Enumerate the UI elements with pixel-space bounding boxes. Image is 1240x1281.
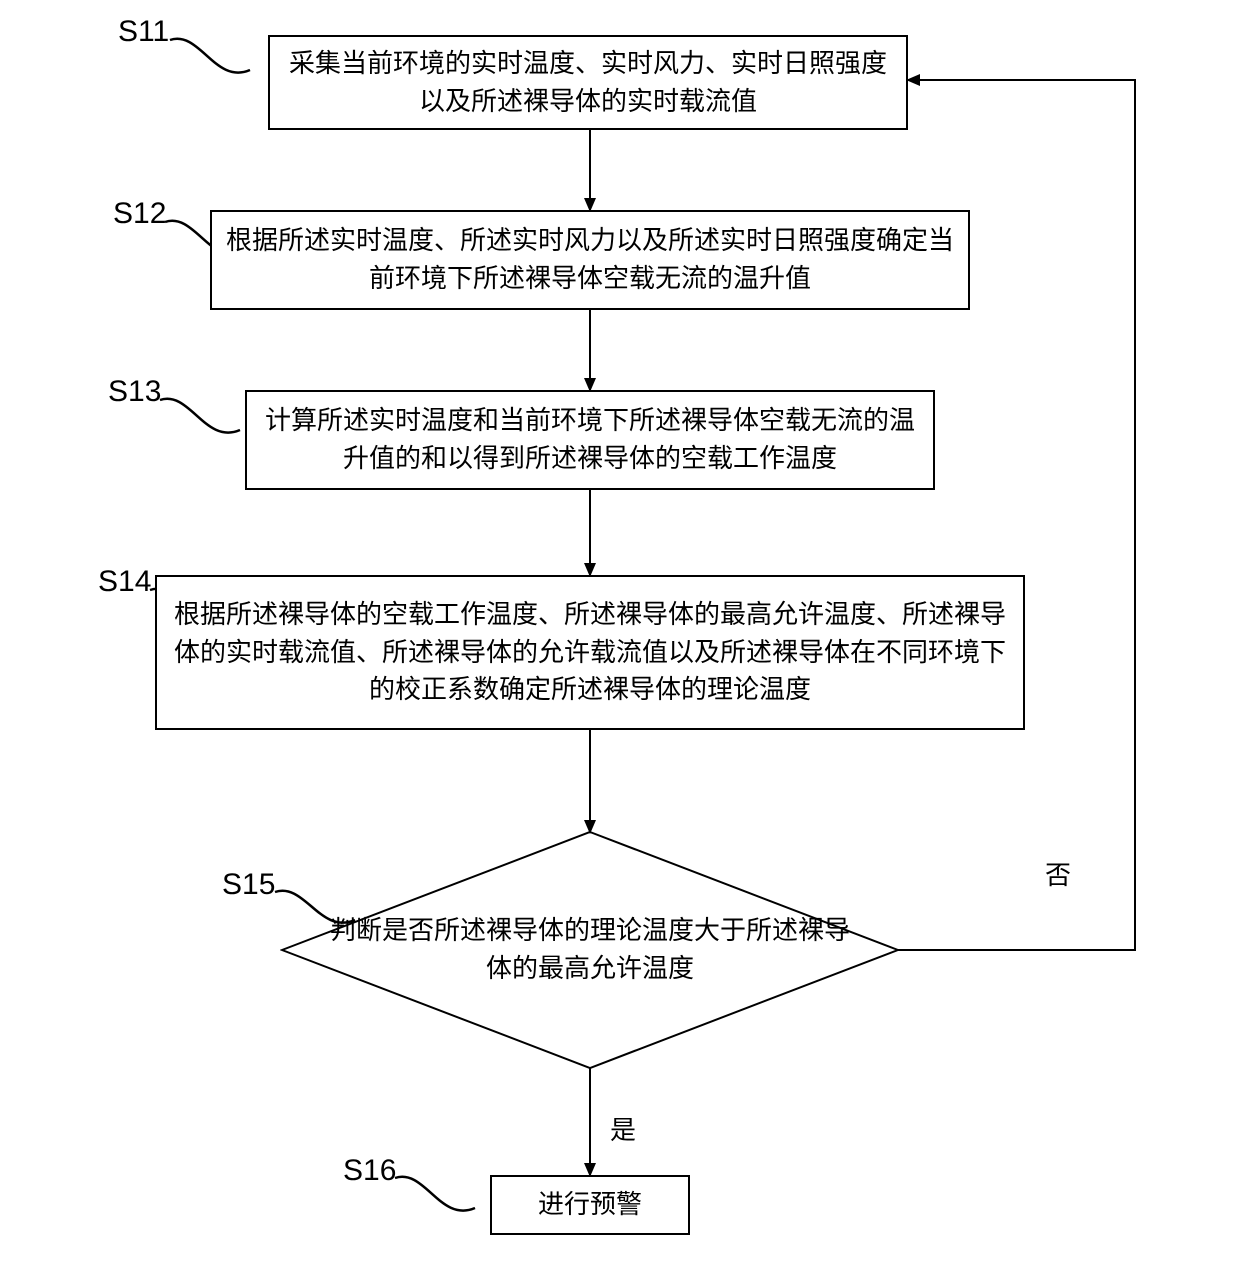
step-box-s12: 根据所述实时温度、所述实时风力以及所述实时日照强度确定当前环境下所述裸导体空载无… <box>210 210 970 310</box>
step-text: 根据所述实时温度、所述实时风力以及所述实时日照强度确定当前环境下所述裸导体空载无… <box>226 222 954 297</box>
step-text: 根据所述裸导体的空载工作温度、所述裸导体的最高允许温度、所述裸导体的实时载流值、… <box>171 596 1009 709</box>
step-box-s13: 计算所述实时温度和当前环境下所述裸导体空载无流的温升值的和以得到所述裸导体的空载… <box>245 390 935 490</box>
step-text: 采集当前环境的实时温度、实时风力、实时日照强度以及所述裸导体的实时载流值 <box>284 45 892 120</box>
step-text: 计算所述实时温度和当前环境下所述裸导体空载无流的温升值的和以得到所述裸导体的空载… <box>261 402 919 477</box>
step-label-s14: S14 <box>98 565 151 599</box>
step-label-s11: S11 <box>118 15 169 49</box>
step-box-s11: 采集当前环境的实时温度、实时风力、实时日照强度以及所述裸导体的实时载流值 <box>268 35 908 130</box>
step-label-s16: S16 <box>343 1154 396 1188</box>
step-text: 进行预警 <box>538 1186 642 1224</box>
step-box-s14: 根据所述裸导体的空载工作温度、所述裸导体的最高允许温度、所述裸导体的实时载流值、… <box>155 575 1025 730</box>
edge-label-no: 否 <box>1045 855 1071 892</box>
step-label-s12: S12 <box>113 197 166 231</box>
step-label-s13: S13 <box>108 375 161 409</box>
decision-s15: 判断是否所述裸导体的理论温度大于所述裸导体的最高允许温度 <box>280 830 900 1070</box>
step-label-s15: S15 <box>222 868 275 902</box>
flowchart: S11 S12 S13 S14 S15 S16 采集当前环境的实时温度、实时风力… <box>0 0 1240 1281</box>
edge-label-yes: 是 <box>610 1110 636 1147</box>
step-box-s16: 进行预警 <box>490 1175 690 1235</box>
decision-text: 判断是否所述裸导体的理论温度大于所述裸导体的最高允许温度 <box>320 912 860 987</box>
